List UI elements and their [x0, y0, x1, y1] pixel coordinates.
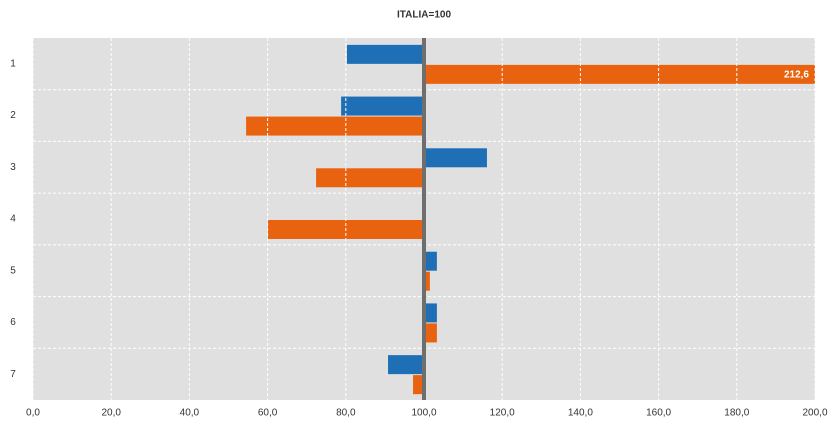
y-tick-label: 4: [10, 214, 16, 225]
x-tick-label: 180,0: [724, 408, 749, 419]
bar: [413, 375, 424, 395]
bar: [246, 116, 424, 136]
bar: [341, 96, 424, 116]
chart-title: ITALIA=100: [397, 10, 451, 21]
y-tick-label: 6: [10, 317, 16, 328]
y-tick-label: 2: [10, 110, 16, 121]
x-tick-label: 160,0: [646, 408, 671, 419]
x-tick-label: 40,0: [180, 408, 200, 419]
x-tick-label: 80,0: [336, 408, 356, 419]
y-tick-label: 3: [10, 162, 16, 173]
bar: [346, 44, 424, 64]
bar: [424, 303, 437, 323]
bar: [316, 168, 424, 188]
bar: [424, 323, 437, 343]
y-tick-label: 5: [10, 265, 16, 276]
x-tick-label: 20,0: [101, 408, 121, 419]
x-tick-label: 140,0: [568, 408, 593, 419]
value-label: 212,6: [784, 69, 809, 80]
bar: [388, 355, 424, 375]
bars: [246, 44, 815, 395]
x-tick-label: 0,0: [26, 408, 40, 419]
x-tick-label: 100,0: [411, 408, 436, 419]
bar: [424, 251, 437, 271]
x-tick-label: 120,0: [490, 408, 515, 419]
bar: [424, 271, 430, 291]
bar: [424, 148, 487, 168]
y-tick-label: 1: [10, 58, 16, 69]
bar: [424, 64, 815, 84]
y-tick-label: 7: [10, 369, 16, 380]
x-tick-label: 200,0: [802, 408, 827, 419]
x-tick-label: 60,0: [258, 408, 278, 419]
